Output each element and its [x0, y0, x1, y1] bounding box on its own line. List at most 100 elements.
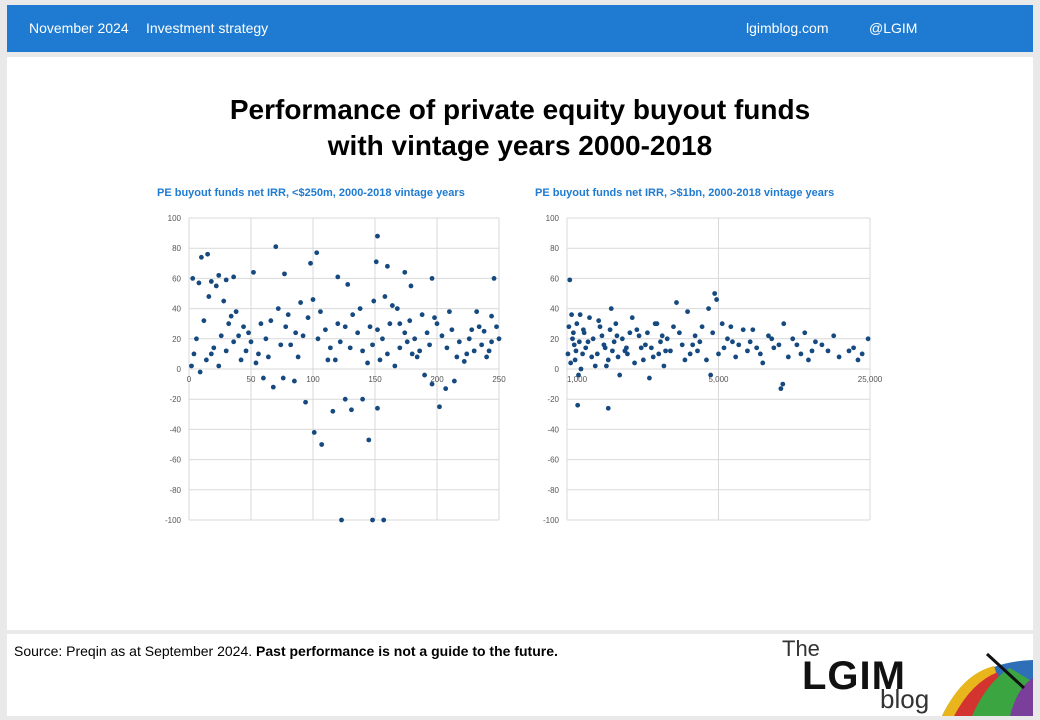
data-point: [704, 357, 709, 363]
data-point: [303, 399, 308, 405]
data-point: [716, 351, 721, 357]
data-point: [375, 405, 380, 411]
data-point: [855, 357, 861, 363]
data-point: [226, 321, 232, 327]
y-tick-label: 40: [172, 305, 181, 314]
data-point: [721, 345, 727, 351]
data-point: [270, 384, 276, 390]
y-tick-label: -20: [169, 395, 181, 404]
y-tick-label: 20: [172, 335, 181, 344]
data-point: [865, 336, 871, 342]
data-point: [243, 348, 249, 354]
data-point: [771, 345, 777, 351]
data-point: [248, 339, 254, 345]
data-point: [679, 342, 685, 348]
data-point: [293, 330, 299, 336]
y-tick-label: 80: [172, 244, 181, 253]
data-point: [350, 312, 356, 318]
data-point: [292, 378, 297, 384]
data-point: [583, 345, 589, 351]
data-point: [385, 351, 390, 357]
data-point: [228, 313, 234, 319]
data-point: [658, 339, 663, 345]
data-point: [469, 327, 475, 333]
data-point: [624, 345, 629, 351]
data-point: [258, 321, 264, 327]
data-point: [456, 339, 462, 345]
x-tick-label: 5,000: [708, 375, 729, 384]
header-handle-link[interactable]: @LGIM: [869, 20, 918, 36]
data-point: [632, 360, 637, 366]
data-point: [246, 330, 251, 336]
y-tick-label: 80: [550, 244, 559, 253]
data-point: [231, 339, 237, 345]
data-point: [201, 318, 207, 324]
data-point: [208, 351, 214, 357]
data-point: [570, 336, 575, 342]
data-point: [366, 437, 372, 443]
data-point: [397, 321, 403, 327]
data-point: [443, 386, 449, 392]
data-point: [496, 336, 502, 342]
data-point: [819, 342, 825, 348]
data-point: [342, 396, 348, 402]
data-point: [610, 348, 615, 354]
data-point: [785, 354, 791, 360]
data-point: [587, 315, 592, 321]
data-point: [580, 351, 585, 357]
data-point: [695, 348, 700, 354]
data-point: [613, 321, 619, 327]
source-text: Source: Preqin as at September 2024.: [14, 643, 253, 659]
data-point: [253, 360, 259, 366]
data-point: [454, 354, 460, 360]
data-point: [664, 336, 670, 342]
data-point: [385, 263, 390, 269]
data-point: [638, 345, 644, 351]
data-point: [439, 333, 445, 339]
data-point: [285, 312, 291, 318]
chart-2-title: PE buyout funds net IRR, >$1bn, 2000-201…: [535, 187, 835, 199]
data-point: [375, 233, 380, 239]
umbrella-logo-icon: [942, 652, 1033, 716]
y-tick-label: -60: [169, 456, 181, 465]
data-point: [645, 330, 650, 336]
data-point: [567, 277, 573, 283]
data-point: [370, 517, 375, 523]
data-point: [437, 404, 442, 410]
data-point: [412, 336, 418, 342]
x-tick-label: 1,000: [567, 375, 588, 384]
data-point: [699, 324, 705, 330]
data-point: [809, 348, 815, 354]
data-point: [599, 333, 605, 339]
data-point: [484, 354, 489, 360]
x-tick-label: 150: [368, 375, 382, 384]
y-tick-label: 60: [550, 274, 559, 283]
data-point: [706, 306, 711, 311]
data-point: [794, 342, 800, 348]
data-point: [692, 333, 698, 339]
x-tick-label: 200: [430, 375, 444, 384]
data-point: [661, 363, 667, 369]
data-point: [357, 306, 363, 311]
data-point: [481, 328, 487, 334]
data-point: [650, 354, 656, 360]
data-point: [676, 330, 682, 336]
x-tick-label: 250: [492, 375, 506, 384]
data-point: [236, 333, 242, 339]
data-point: [382, 294, 388, 299]
data-point: [409, 351, 415, 357]
data-point: [572, 357, 578, 363]
title-line-1: Performance of private equity buyout fun…: [229, 94, 811, 125]
data-point: [424, 330, 430, 336]
data-point: [851, 345, 856, 351]
disclaimer-text: Past performance is not a guide to the f…: [256, 643, 558, 659]
data-point: [747, 339, 753, 345]
data-point: [614, 333, 620, 339]
y-tick-label: 40: [550, 305, 559, 314]
x-tick-label: 100: [306, 375, 320, 384]
data-point: [377, 357, 383, 363]
data-point: [671, 324, 676, 330]
data-point: [580, 327, 586, 333]
data-point: [305, 315, 311, 321]
header-site-link[interactable]: lgimblog.com: [746, 20, 829, 36]
